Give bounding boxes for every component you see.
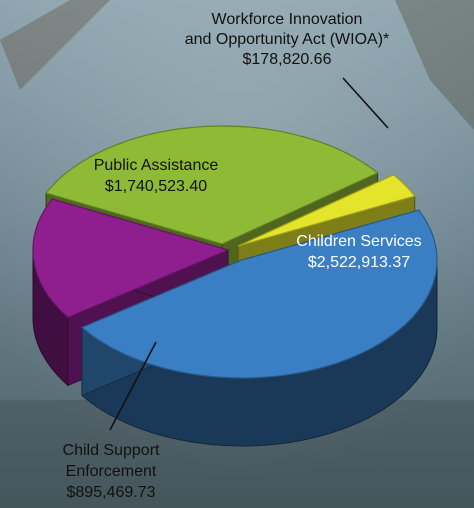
wioa-leader-line xyxy=(342,77,389,129)
children-services-label: Children Services $2,522,913.37 xyxy=(296,233,421,271)
child-support-value: $895,469.73 xyxy=(67,484,156,501)
pie-top-layer xyxy=(32,125,438,379)
wioa-label-line1: Workforce Innovation xyxy=(212,11,363,28)
pie-slices xyxy=(32,125,438,447)
child-support-enforcement-slice xyxy=(32,198,230,319)
public-assistance-name: Public Assistance xyxy=(94,157,219,174)
support-leader-line xyxy=(109,341,157,431)
wioa-value: $178,820.66 xyxy=(243,51,332,68)
child-support-line1: Child Support xyxy=(63,442,161,459)
child-support-line2: Enforcement xyxy=(66,463,157,480)
public-assistance-value: $1,740,523.40 xyxy=(105,178,207,195)
children-services-name: Children Services xyxy=(296,233,421,250)
child-support-label: Child Support Enforcement $895,469.73 xyxy=(63,442,161,501)
children-services-slice xyxy=(80,209,438,379)
public-assistance-label: Public Assistance $1,740,523.40 xyxy=(94,157,219,195)
leader-lines xyxy=(109,77,389,431)
workforce-innovation-and-opportunity-act-wioa-slice xyxy=(237,174,416,247)
public-assistance-slice xyxy=(45,125,379,245)
wioa-label-line2: and Opportunity Act (WIOA)* xyxy=(185,31,390,48)
wioa-label: Workforce Innovation and Opportunity Act… xyxy=(185,11,390,68)
children-services-value: $2,522,913.37 xyxy=(308,254,410,271)
